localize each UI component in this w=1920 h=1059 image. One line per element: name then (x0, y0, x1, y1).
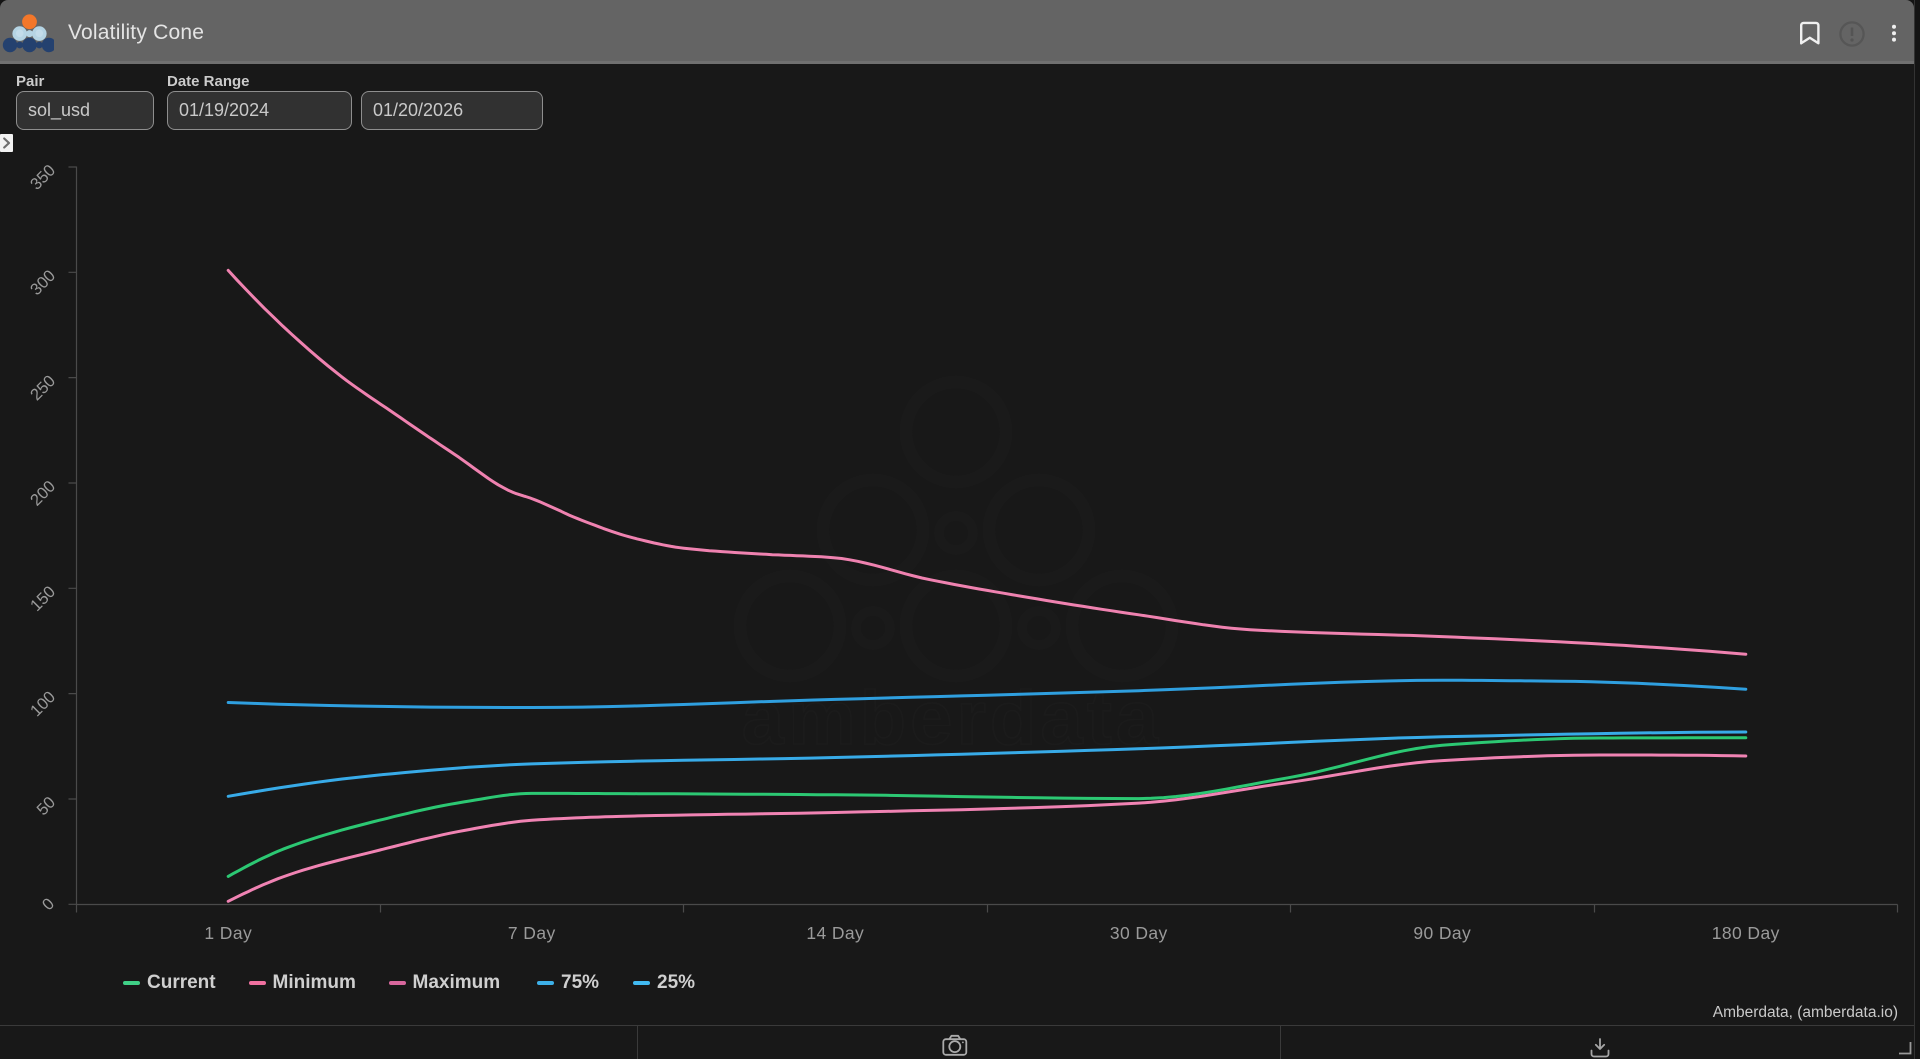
svg-text:200: 200 (27, 477, 59, 509)
svg-text:7 Day: 7 Day (508, 923, 556, 943)
svg-text:30 Day: 30 Day (1110, 923, 1168, 943)
svg-text:0: 0 (39, 895, 58, 914)
svg-text:100: 100 (27, 688, 59, 720)
svg-text:250: 250 (27, 372, 59, 404)
svg-text:150: 150 (27, 583, 59, 615)
svg-text:1 Day: 1 Day (204, 923, 252, 943)
svg-text:300: 300 (27, 267, 59, 299)
svg-text:180 Day: 180 Day (1712, 923, 1780, 943)
svg-text:50: 50 (33, 793, 59, 819)
svg-text:350: 350 (27, 161, 59, 193)
svg-text:90 Day: 90 Day (1413, 923, 1471, 943)
svg-text:14 Day: 14 Day (806, 923, 864, 943)
svg-text:amberdata: amberdata (742, 676, 1162, 761)
